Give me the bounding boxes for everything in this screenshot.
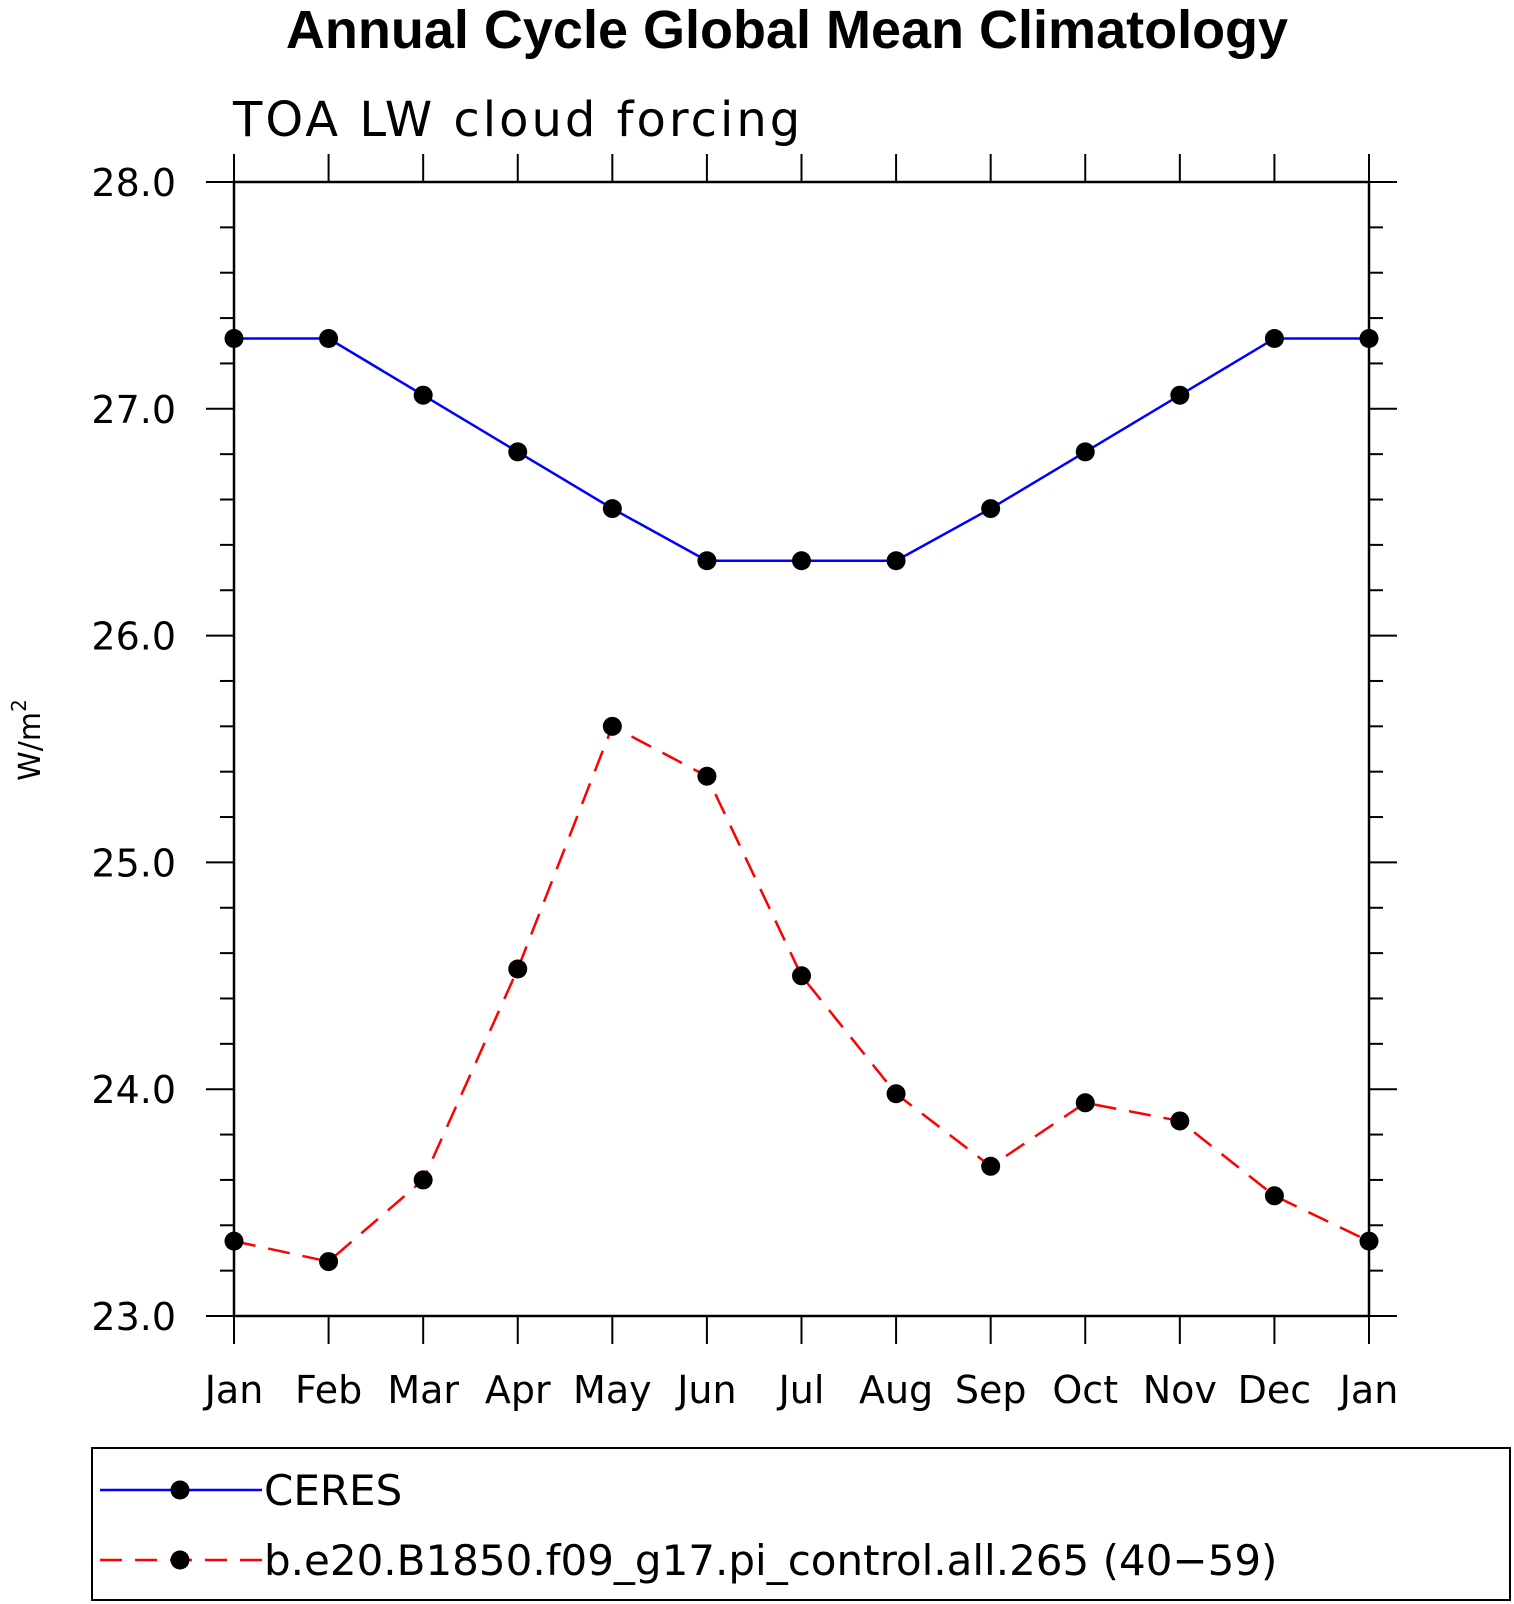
- series-line-1: [233, 724, 1370, 1263]
- series-0-point: [981, 499, 1001, 519]
- y-tick-label: 27.0: [91, 388, 176, 432]
- x-tick-label: Jul: [777, 1368, 825, 1412]
- x-tick-label: Aug: [859, 1368, 933, 1412]
- legend-box: [91, 1447, 1511, 1601]
- chart-title: Annual Cycle Global Mean Climatology: [286, 0, 1288, 60]
- x-tick-labels: Jan Feb Mar Apr May Jun Jul Aug Sep Oct Nov Dec Jan: [203, 1368, 1399, 1412]
- series-layer: [224, 328, 1379, 1272]
- series-0-point: [1075, 442, 1095, 462]
- legend: CERES b.e20.B1850.f09_g17.pi_control.all…: [91, 1447, 1511, 1601]
- x-tick-label: Dec: [1238, 1368, 1312, 1412]
- x-tick-label: May: [573, 1368, 652, 1412]
- series-1-point: [602, 716, 622, 736]
- legend-label-ceres: CERES: [264, 1466, 402, 1515]
- series-1-point: [508, 959, 528, 979]
- y-tick-label: 25.0: [91, 841, 176, 885]
- series-0-point: [792, 551, 811, 571]
- plot-frame: [232, 180, 1371, 1318]
- series-1-point: [413, 1170, 433, 1190]
- y-tick-labels: 23.0 24.0 25.0 26.0 27.0 28.0: [91, 161, 176, 1339]
- series-1-point: [224, 1231, 244, 1251]
- y-axis-label-text: W/m: [13, 712, 48, 781]
- x-tick-label: Jun: [675, 1368, 736, 1412]
- y-tick-label: 28.0: [91, 161, 176, 205]
- series-1-point: [1264, 1186, 1284, 1206]
- series-0-point: [1170, 385, 1190, 405]
- x-tick-label: Feb: [295, 1368, 362, 1412]
- series-0-point: [319, 328, 339, 348]
- series-0-point: [886, 551, 906, 571]
- y-axis-label-superscript: 2: [7, 699, 31, 712]
- series-1-point: [981, 1156, 1001, 1176]
- x-tick-label: Nov: [1143, 1368, 1217, 1412]
- y-tick-label: 24.0: [91, 1068, 176, 1112]
- series-0-point: [1264, 328, 1284, 348]
- chart-subtitle: TOA LW cloud forcing: [232, 92, 803, 148]
- series-0-point: [413, 385, 433, 405]
- series-1-point: [1170, 1111, 1190, 1131]
- x-tick-label: Mar: [387, 1368, 459, 1412]
- series-0-point: [1359, 328, 1379, 348]
- series-1-point: [792, 966, 811, 986]
- series-1-point: [886, 1084, 906, 1104]
- legend-label-model: b.e20.B1850.f09_g17.pi_control.all.265 (…: [264, 1536, 1277, 1585]
- series-0-point: [224, 328, 244, 348]
- series-1-point: [319, 1252, 339, 1272]
- legend-marker-model: [170, 1550, 190, 1570]
- x-tick-label: Apr: [485, 1368, 551, 1412]
- y-axis-label: W/m2: [7, 699, 48, 781]
- series-1-point: [1075, 1093, 1095, 1113]
- x-tick-label: Oct: [1052, 1368, 1118, 1412]
- x-tick-label: Jan: [1338, 1368, 1399, 1412]
- y-tick-label: 23.0: [91, 1295, 176, 1339]
- series-1-point: [697, 766, 717, 786]
- plot-axes: [206, 154, 1397, 1344]
- series-0-point: [508, 442, 528, 462]
- series-0-point: [697, 551, 717, 571]
- series-1-point: [1359, 1231, 1379, 1251]
- series-0-point: [602, 499, 622, 519]
- y-tick-label: 26.0: [91, 615, 176, 659]
- x-tick-label: Sep: [955, 1368, 1027, 1412]
- series-line-0: [234, 337, 1369, 563]
- x-tick-label: Jan: [203, 1368, 264, 1412]
- legend-marker-ceres: [170, 1480, 190, 1500]
